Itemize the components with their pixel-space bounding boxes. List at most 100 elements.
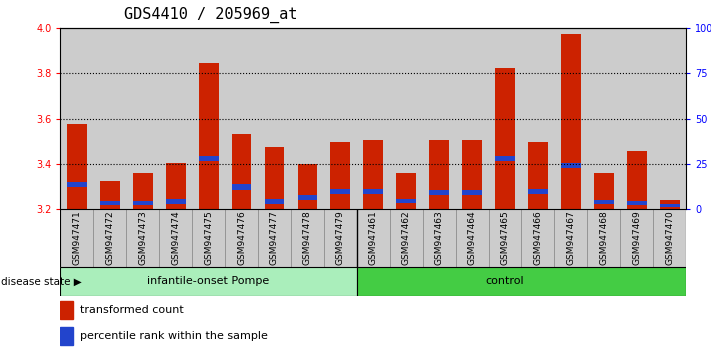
Bar — [133, 173, 153, 209]
Text: GSM947471: GSM947471 — [73, 211, 81, 266]
Bar — [429, 190, 449, 195]
Bar — [225, 28, 258, 209]
Bar — [192, 28, 225, 209]
Bar — [93, 209, 127, 267]
Text: GSM947474: GSM947474 — [171, 211, 180, 265]
Bar — [67, 124, 87, 209]
Bar — [127, 209, 159, 267]
Bar — [357, 209, 390, 267]
Bar — [199, 156, 218, 161]
Bar — [627, 201, 646, 205]
Bar — [264, 199, 284, 204]
Bar — [528, 142, 547, 209]
Bar — [60, 28, 93, 209]
Bar — [60, 327, 73, 345]
Bar — [620, 209, 653, 267]
Bar — [521, 28, 555, 209]
Bar — [60, 209, 93, 267]
Bar — [232, 135, 252, 209]
Bar — [456, 28, 488, 209]
Bar — [100, 201, 119, 205]
Bar — [390, 209, 422, 267]
Bar — [331, 189, 351, 194]
Bar — [127, 28, 159, 209]
Text: GSM947476: GSM947476 — [237, 211, 246, 266]
Bar — [363, 189, 383, 194]
Bar — [462, 190, 482, 195]
Bar — [258, 209, 291, 267]
Bar — [297, 164, 317, 209]
Bar — [653, 28, 686, 209]
Bar — [594, 200, 614, 204]
Bar — [456, 209, 488, 267]
Bar — [258, 28, 291, 209]
Bar — [291, 209, 324, 267]
Bar — [660, 204, 680, 207]
Text: disease state ▶: disease state ▶ — [1, 276, 82, 286]
Text: GSM947472: GSM947472 — [105, 211, 114, 265]
Bar — [462, 140, 482, 209]
Bar — [324, 209, 357, 267]
Bar — [390, 28, 422, 209]
Bar — [133, 201, 153, 205]
Bar — [561, 34, 581, 209]
Text: GSM947462: GSM947462 — [402, 211, 411, 265]
Bar — [653, 209, 686, 267]
Text: infantile-onset Pompe: infantile-onset Pompe — [147, 276, 269, 286]
Text: GSM947465: GSM947465 — [501, 211, 510, 266]
Bar — [297, 195, 317, 200]
Text: GSM947463: GSM947463 — [434, 211, 444, 266]
Bar — [324, 28, 357, 209]
Bar — [528, 189, 547, 194]
Text: GSM947477: GSM947477 — [270, 211, 279, 266]
Bar — [357, 267, 686, 296]
Text: percentile rank within the sample: percentile rank within the sample — [80, 331, 268, 341]
Text: GSM947479: GSM947479 — [336, 211, 345, 266]
Text: transformed count: transformed count — [80, 305, 184, 315]
Bar — [363, 140, 383, 209]
Bar — [488, 209, 521, 267]
Text: GSM947475: GSM947475 — [204, 211, 213, 266]
Bar — [357, 28, 390, 209]
Text: GSM947467: GSM947467 — [567, 211, 575, 266]
Bar — [331, 142, 351, 209]
Bar — [291, 28, 324, 209]
Bar — [159, 28, 192, 209]
Bar — [660, 200, 680, 209]
Bar — [159, 209, 192, 267]
Text: GSM947466: GSM947466 — [533, 211, 542, 266]
Bar — [488, 28, 521, 209]
Bar — [587, 28, 620, 209]
Text: GSM947464: GSM947464 — [468, 211, 476, 265]
Bar — [192, 209, 225, 267]
Text: GSM947469: GSM947469 — [632, 211, 641, 266]
Bar — [561, 162, 581, 168]
Bar — [93, 28, 127, 209]
Bar — [429, 140, 449, 209]
Bar — [396, 173, 416, 209]
Bar — [495, 156, 515, 161]
Text: GSM947461: GSM947461 — [369, 211, 378, 266]
Text: GSM947468: GSM947468 — [599, 211, 609, 266]
Bar — [60, 267, 357, 296]
Bar — [232, 184, 252, 190]
Bar — [166, 199, 186, 204]
Bar — [396, 199, 416, 203]
Text: GSM947470: GSM947470 — [665, 211, 674, 266]
Text: control: control — [486, 276, 524, 286]
Bar — [100, 181, 119, 209]
Text: GDS4410 / 205969_at: GDS4410 / 205969_at — [124, 7, 298, 23]
Bar — [555, 28, 587, 209]
Bar — [422, 28, 456, 209]
Bar — [60, 301, 73, 319]
Bar — [627, 151, 646, 209]
Bar — [166, 162, 186, 209]
Bar — [67, 182, 87, 187]
Bar — [555, 209, 587, 267]
Bar — [495, 68, 515, 209]
Text: GSM947473: GSM947473 — [138, 211, 147, 266]
Bar — [199, 63, 218, 209]
Bar — [594, 173, 614, 209]
Bar — [225, 209, 258, 267]
Bar — [422, 209, 456, 267]
